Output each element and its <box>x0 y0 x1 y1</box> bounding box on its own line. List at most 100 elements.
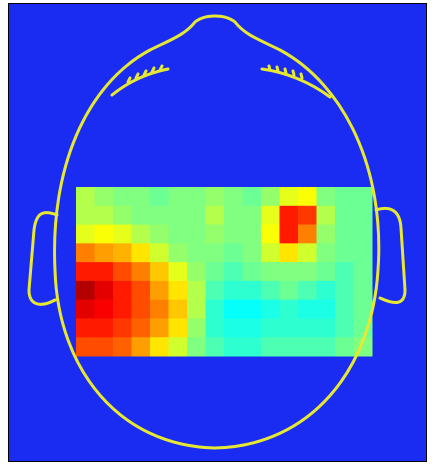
heatmap-cell <box>317 243 336 262</box>
heatmap-cell <box>150 318 169 337</box>
heatmap-cell <box>76 318 95 337</box>
heatmap-cell <box>187 243 206 262</box>
heatmap-cell <box>206 337 225 356</box>
heatmap-cell <box>243 281 262 300</box>
heatmap-cell <box>187 225 206 244</box>
heatmap-cell <box>280 262 299 281</box>
heatmap-cell <box>261 187 280 206</box>
heatmap-cell <box>243 225 262 244</box>
heatmap-cell <box>261 206 280 225</box>
heatmap-cell <box>76 262 95 281</box>
heatmap-cell <box>354 187 373 206</box>
heatmap-cell <box>150 337 169 356</box>
heatmap-cell <box>298 262 317 281</box>
heatmap-cell <box>280 187 299 206</box>
heatmap-cell <box>95 243 114 262</box>
heatmap-cell <box>95 206 114 225</box>
heatmap-cell <box>132 300 151 319</box>
heatmap-cell <box>243 337 262 356</box>
heatmap-cell <box>243 206 262 225</box>
heatmap-cell <box>95 300 114 319</box>
heatmap-cell <box>113 243 132 262</box>
heatmap-cell <box>187 206 206 225</box>
heatmap-cell <box>95 225 114 244</box>
heatmap-cell <box>132 281 151 300</box>
heatmap-cell <box>206 225 225 244</box>
heatmap-cell <box>298 281 317 300</box>
heatmap-cell <box>150 243 169 262</box>
heatmap-cell <box>132 206 151 225</box>
heatmap-cell <box>150 206 169 225</box>
heatmap-cell <box>169 225 188 244</box>
heatmap-cell <box>132 225 151 244</box>
heatmap-cell <box>113 187 132 206</box>
heatmap-cell <box>261 281 280 300</box>
heatmap-cell <box>113 262 132 281</box>
heatmap-cell <box>187 262 206 281</box>
heatmap-cell <box>95 262 114 281</box>
heatmap-cell <box>335 243 354 262</box>
heatmap-cell <box>169 281 188 300</box>
heatmap-cell <box>224 337 243 356</box>
heatmap-cell <box>335 300 354 319</box>
heatmap-cell <box>317 337 336 356</box>
heatmap-cell <box>224 206 243 225</box>
heatmap-cell <box>354 281 373 300</box>
heatmap-cell <box>187 281 206 300</box>
heatmap-cell <box>317 300 336 319</box>
heatmap <box>76 187 373 357</box>
heatmap-cell <box>169 187 188 206</box>
heatmap-cell <box>150 300 169 319</box>
heatmap-cell <box>169 206 188 225</box>
heatmap-cell <box>280 300 299 319</box>
heatmap-cell <box>280 243 299 262</box>
heatmap-cell <box>298 300 317 319</box>
heatmap-cell <box>113 225 132 244</box>
heatmap-cell <box>261 318 280 337</box>
heatmap-cell <box>95 318 114 337</box>
heatmap-cell <box>224 262 243 281</box>
heatmap-cell <box>317 318 336 337</box>
heatmap-cell <box>150 225 169 244</box>
heatmap-cell <box>132 243 151 262</box>
heatmap-cell <box>76 337 95 356</box>
heatmap-cell <box>206 281 225 300</box>
heatmap-cell <box>354 225 373 244</box>
heatmap-cell <box>261 262 280 281</box>
heatmap-cell <box>261 225 280 244</box>
heatmap-cell <box>206 206 225 225</box>
heatmap-cell <box>169 243 188 262</box>
heatmap-cell <box>76 187 95 206</box>
heatmap-cell <box>243 243 262 262</box>
heatmap-cell <box>187 318 206 337</box>
heatmap-cell <box>206 187 225 206</box>
heatmap-cell <box>150 262 169 281</box>
heatmap-cell <box>169 318 188 337</box>
heatmap-cell <box>95 187 114 206</box>
heatmap-cell <box>224 300 243 319</box>
heatmap-cell <box>354 243 373 262</box>
heatmap-cell <box>76 243 95 262</box>
heatmap-cell <box>335 318 354 337</box>
heatmap-cell <box>206 300 225 319</box>
heatmap-cell <box>169 337 188 356</box>
heatmap-cell <box>243 187 262 206</box>
heatmap-cell <box>113 337 132 356</box>
heatmap-cell <box>354 206 373 225</box>
heatmap-cell <box>335 281 354 300</box>
heatmap-cell <box>113 206 132 225</box>
heatmap-cell <box>354 262 373 281</box>
chart <box>0 0 434 465</box>
heatmap-cell <box>335 187 354 206</box>
heatmap-cell <box>280 281 299 300</box>
heatmap-cell <box>298 187 317 206</box>
heatmap-cell <box>317 187 336 206</box>
heatmap-cell <box>150 281 169 300</box>
heatmap-cell <box>298 206 317 225</box>
heatmap-cell <box>206 243 225 262</box>
page: {"chart_data": {"type": "heatmap", "colo… <box>0 0 434 465</box>
heatmap-cell <box>76 206 95 225</box>
heatmap-cell <box>317 206 336 225</box>
heatmap-cell <box>187 300 206 319</box>
heatmap-cell <box>150 187 169 206</box>
